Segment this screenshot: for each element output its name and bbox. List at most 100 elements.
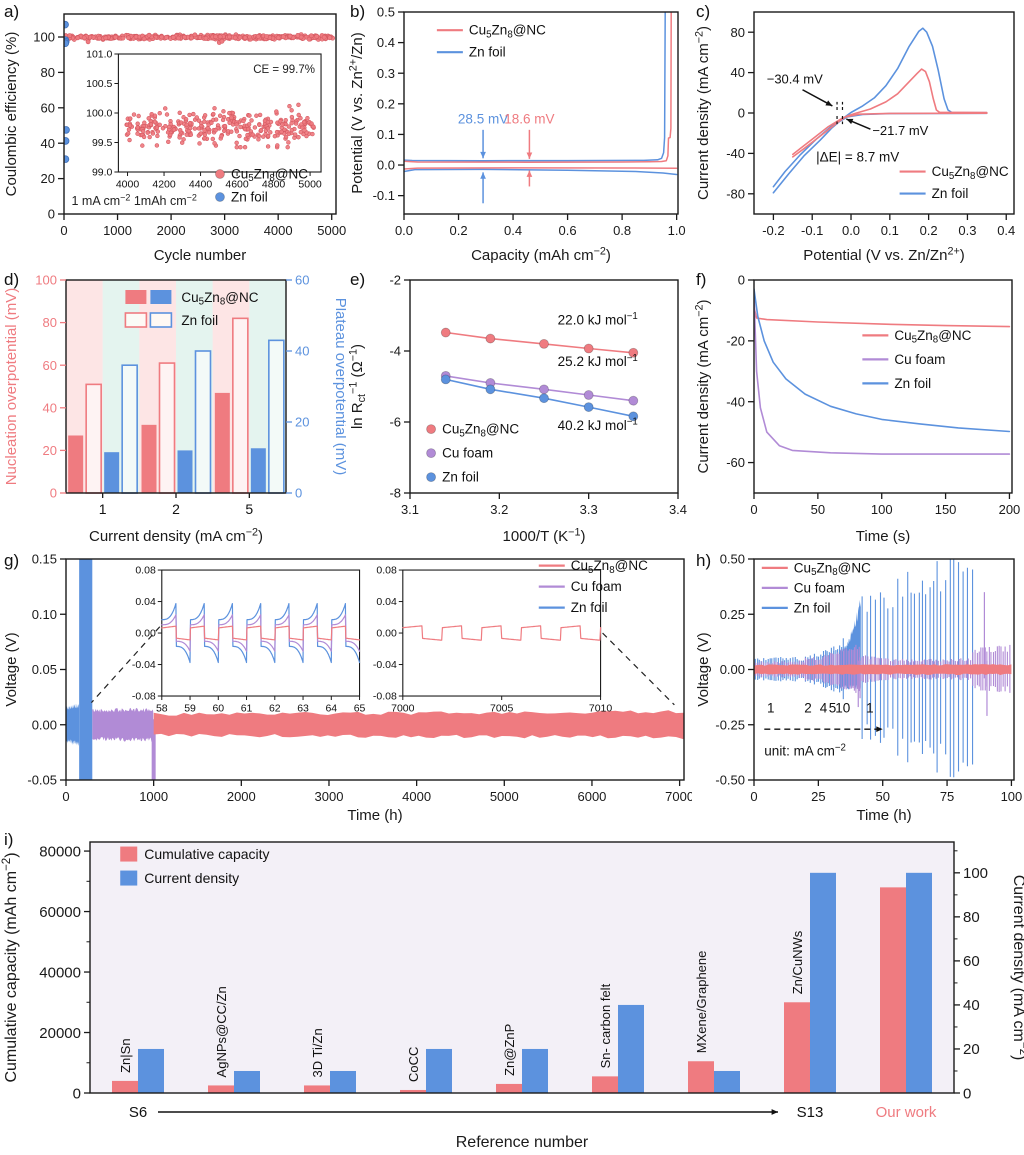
panel-letter-d: d) <box>4 270 20 289</box>
svg-text:0.00: 0.00 <box>135 628 156 640</box>
svg-text:Cu foam: Cu foam <box>794 580 845 595</box>
svg-text:-0.25: -0.25 <box>715 717 745 732</box>
chart-arrhenius: 22.0 kJ mol−1 25.2 kJ mol−1 40.2 kJ mol−1 C… <box>347 273 687 545</box>
svg-text:40: 40 <box>295 344 309 359</box>
svg-text:65: 65 <box>354 703 366 715</box>
svg-text:60: 60 <box>43 358 57 373</box>
panel-e: e) 22.0 kJ mol−1 25.2 kJ mol−1 40.2 kJ mol… <box>346 268 692 549</box>
svg-text:S13: S13 <box>797 1104 824 1121</box>
panel-letter-a: a) <box>4 2 20 21</box>
svg-text:60: 60 <box>41 100 55 115</box>
panel-d: d) 1 2 5 Cu5Zn8@NC Zn foil 0 20 40 60 80 100 0 20 40 6… <box>0 268 346 549</box>
svg-text:Time (h): Time (h) <box>856 807 911 824</box>
svg-text:40.2 kJ mol−1: 40.2 kJ mol−1 <box>558 417 638 433</box>
svg-text:0.0: 0.0 <box>842 223 860 238</box>
svg-text:80000: 80000 <box>39 843 81 860</box>
svg-text:5000: 5000 <box>317 223 346 238</box>
svg-text:0.4: 0.4 <box>377 35 395 50</box>
svg-text:Zn foil: Zn foil <box>181 313 218 328</box>
svg-text:60000: 60000 <box>39 904 81 921</box>
svg-text:Zn foil: Zn foil <box>932 186 969 201</box>
svg-text:4000: 4000 <box>116 179 140 191</box>
svg-text:0.25: 0.25 <box>720 607 745 622</box>
svg-text:40: 40 <box>731 65 745 80</box>
svg-text:0.2: 0.2 <box>920 223 938 238</box>
svg-text:0.2: 0.2 <box>377 96 395 111</box>
svg-text:0.00: 0.00 <box>376 628 397 640</box>
svg-text:0.15: 0.15 <box>32 552 57 567</box>
svg-text:100.5: 100.5 <box>86 78 112 90</box>
svg-text:Current density: Current density <box>144 870 239 886</box>
svg-text:Nucleation overpotential (mV): Nucleation overpotential (mV) <box>3 288 20 486</box>
svg-text:Coulombic efficiency (%): Coulombic efficiency (%) <box>3 32 20 197</box>
svg-text:4: 4 <box>820 701 828 716</box>
svg-text:Potential (V vs. Zn/Zn2+): Potential (V vs. Zn/Zn2+) <box>803 245 965 264</box>
svg-text:Cumulative capacity: Cumulative capacity <box>144 846 269 862</box>
svg-text:60: 60 <box>963 953 980 970</box>
svg-text:Sn- carbon felt: Sn- carbon felt <box>598 983 613 1068</box>
svg-text:Zn|Sn: Zn|Sn <box>118 1038 133 1072</box>
svg-text:61: 61 <box>241 703 253 715</box>
svg-text:0.1: 0.1 <box>377 127 395 142</box>
svg-text:Cu5Zn8@NC: Cu5Zn8@NC <box>231 167 308 185</box>
svg-text:100: 100 <box>35 273 57 288</box>
svg-text:3.3: 3.3 <box>580 502 598 517</box>
svg-text:unit: mA cm−2: unit: mA cm−2 <box>764 743 846 759</box>
svg-text:50: 50 <box>875 789 889 804</box>
chart-chronoamperometry: Cu5Zn8@NC Cu foam Zn foil 0 50 100 150 200 0 -20 -… <box>693 273 1020 545</box>
svg-text:75: 75 <box>940 789 954 804</box>
svg-text:20: 20 <box>43 443 57 458</box>
svg-text:Zn/CuNWs: Zn/CuNWs <box>790 930 805 994</box>
panel-letter-b: b) <box>350 2 366 21</box>
svg-text:Plateau overpotential (mV): Plateau overpotential (mV) <box>332 298 346 476</box>
svg-text:-0.1: -0.1 <box>801 223 823 238</box>
panel-letter-e: e) <box>350 270 366 289</box>
svg-text:Cu foam: Cu foam <box>571 579 622 594</box>
svg-text:20: 20 <box>41 171 55 186</box>
svg-text:7005: 7005 <box>490 703 514 715</box>
svg-text:0: 0 <box>50 486 57 501</box>
svg-text:0.1: 0.1 <box>881 223 899 238</box>
svg-text:2000: 2000 <box>227 789 256 804</box>
svg-text:2: 2 <box>804 701 812 716</box>
svg-text:0.00: 0.00 <box>720 662 745 677</box>
svg-text:60: 60 <box>295 273 309 288</box>
svg-text:40: 40 <box>43 400 57 415</box>
svg-text:4000: 4000 <box>264 223 293 238</box>
svg-text:−21.7 mV: −21.7 mV <box>872 123 928 138</box>
svg-text:Zn foil: Zn foil <box>794 600 831 615</box>
svg-text:Current density (mA cm−2): Current density (mA cm−2) <box>89 526 263 545</box>
svg-text:Reference number: Reference number <box>456 1134 589 1151</box>
svg-text:3.4: 3.4 <box>669 502 687 517</box>
svg-text:CoCC: CoCC <box>406 1047 421 1082</box>
svg-text:Time (h): Time (h) <box>347 807 402 824</box>
svg-text:1000/T (K−1): 1000/T (K−1) <box>503 526 586 545</box>
svg-text:Zn foil: Zn foil <box>894 376 931 391</box>
svg-text:7000: 7000 <box>665 789 692 804</box>
svg-text:1.0: 1.0 <box>668 223 686 238</box>
svg-text:Cu5Zn8@NC: Cu5Zn8@NC <box>181 290 258 308</box>
svg-text:4200: 4200 <box>152 179 176 191</box>
svg-text:0: 0 <box>750 789 757 804</box>
svg-text:-0.04: -0.04 <box>132 659 156 671</box>
svg-text:80: 80 <box>41 65 55 80</box>
svg-text:3000: 3000 <box>315 789 344 804</box>
svg-text:5000: 5000 <box>298 179 322 191</box>
svg-text:Current density (mA cm−2): Current density (mA cm−2) <box>693 26 712 200</box>
svg-text:Cu5Zn8@NC: Cu5Zn8@NC <box>894 328 971 346</box>
svg-text:4600: 4600 <box>225 179 249 191</box>
svg-text:ln Rct−1 (Ω−1): ln Rct−1 (Ω−1) <box>347 344 368 429</box>
svg-text:58: 58 <box>156 703 168 715</box>
svg-text:-80: -80 <box>726 186 745 201</box>
svg-text:80: 80 <box>43 315 57 330</box>
svg-text:AgNPs@CC/Zn: AgNPs@CC/Zn <box>214 986 229 1077</box>
svg-text:100: 100 <box>871 502 893 517</box>
svg-text:-0.08: -0.08 <box>132 691 156 703</box>
svg-text:6000: 6000 <box>577 789 606 804</box>
svg-text:0.0: 0.0 <box>395 223 413 238</box>
svg-text:S6: S6 <box>129 1104 147 1121</box>
svg-text:99.0: 99.0 <box>92 167 113 179</box>
svg-text:Zn foil: Zn foil <box>231 190 268 205</box>
svg-text:0.50: 0.50 <box>720 552 745 567</box>
